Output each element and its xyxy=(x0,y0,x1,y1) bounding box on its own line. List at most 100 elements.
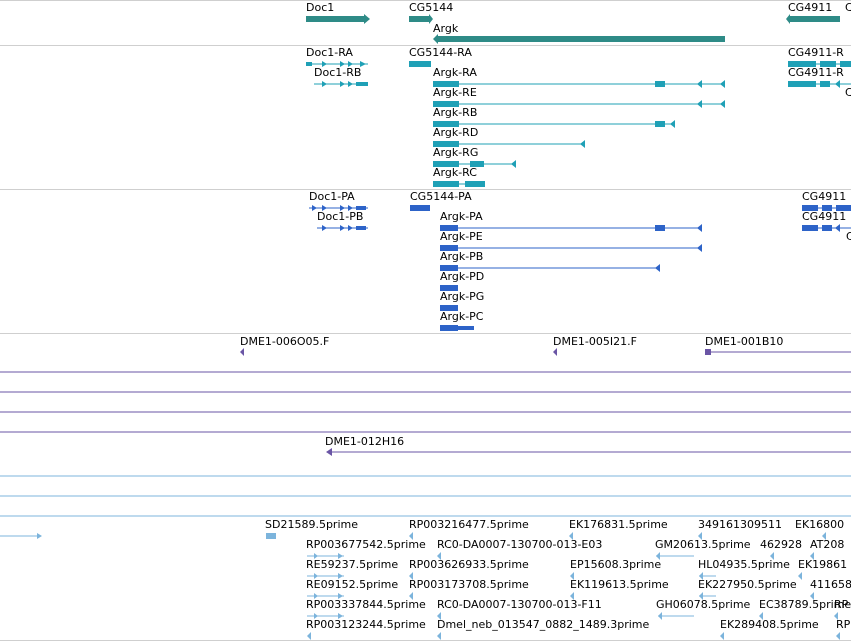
est-ek119613-glyph[interactable] xyxy=(570,592,574,600)
transcript-doc1-ra-glyph[interactable] xyxy=(306,61,368,67)
est-rp-glyph[interactable] xyxy=(834,612,838,620)
protein-label[interactable]: Argk-PE xyxy=(440,230,483,243)
protein-argk-pc-glyph[interactable] xyxy=(440,325,474,331)
est-rp003123244-glyph[interactable] xyxy=(307,632,311,640)
transcript-argk-rg-glyph[interactable] xyxy=(433,160,516,168)
protein-label[interactable]: Doc1-PA xyxy=(309,190,355,203)
protein-argk-pa-glyph[interactable] xyxy=(440,224,702,232)
est-label[interactable]: AT208 xyxy=(810,538,845,551)
est-re59237-glyph[interactable] xyxy=(307,573,344,579)
est-label[interactable]: RP xyxy=(836,618,851,631)
est-ek19861-glyph[interactable] xyxy=(798,572,802,580)
est-label[interactable]: RP xyxy=(834,598,849,611)
est-label[interactable]: RP003173708.5prime xyxy=(409,578,529,591)
protein-argk-pe-glyph[interactable] xyxy=(440,244,702,252)
transcript-label[interactable]: Argk-RA xyxy=(433,66,477,79)
protein-label[interactable]: CG4911 xyxy=(802,210,847,223)
protein-label[interactable]: Argk-PB xyxy=(440,250,484,263)
transcript-label[interactable]: CG4911-R xyxy=(788,66,844,79)
gene-cg4911-glyph[interactable] xyxy=(786,14,840,24)
est-rp003173708-glyph[interactable] xyxy=(409,592,413,600)
transcript-cg5144-ra-glyph[interactable] xyxy=(409,61,431,67)
protein-cg5144-pa-glyph[interactable] xyxy=(410,205,430,211)
protein-label[interactable]: Argk-PC xyxy=(440,310,484,323)
est-label[interactable]: 349161309511 xyxy=(698,518,782,531)
protein-label[interactable]: Argk-PD xyxy=(440,270,485,283)
est-rp-end-glyph[interactable] xyxy=(836,632,840,640)
est-label[interactable]: HL04935.5prime xyxy=(698,558,790,571)
est-label[interactable]: EK176831.5prime xyxy=(569,518,668,531)
transcript-label[interactable]: CG4911-R xyxy=(788,46,844,59)
est-rp003216477-glyph[interactable] xyxy=(409,532,413,540)
est-label[interactable]: RP003337844.5prime xyxy=(306,598,426,611)
est-label[interactable]: EK16800 xyxy=(795,518,845,531)
gene-cg5144-glyph[interactable] xyxy=(409,14,433,24)
est-label[interactable]: Dmel_neb_013547_0882_1489.3prime xyxy=(437,618,650,631)
clone-label[interactable]: DME1-005I21.F xyxy=(553,335,637,348)
clone-dme1-012h16-glyph[interactable] xyxy=(326,448,851,456)
est-label[interactable]: RP003677542.5prime xyxy=(306,538,426,551)
est-label[interactable]: RE59237.5prime xyxy=(306,558,399,571)
protein-label[interactable]: Doc1-PB xyxy=(317,210,364,223)
est-gh06078-glyph[interactable] xyxy=(658,612,694,620)
gene-label[interactable]: C xyxy=(845,1,851,14)
est-rp003337844-glyph[interactable] xyxy=(307,613,344,619)
est-gm20613-glyph[interactable] xyxy=(656,552,694,560)
transcript-label[interactable]: Doc1-RB xyxy=(314,66,362,79)
protein-argk-pd-glyph[interactable] xyxy=(440,285,458,291)
est-ek176831-glyph[interactable] xyxy=(569,532,573,540)
transcript-doc1-rb-glyph[interactable] xyxy=(314,81,368,87)
gene-doc1-glyph[interactable] xyxy=(306,14,370,24)
est-rp003626933-glyph[interactable] xyxy=(409,572,413,580)
protein-cg4911-pa-glyph[interactable] xyxy=(802,205,851,211)
est-rp003677542-glyph[interactable] xyxy=(307,553,344,559)
transcript-label[interactable]: Doc1-RA xyxy=(306,46,353,59)
est-462928-glyph[interactable] xyxy=(770,552,774,560)
transcript-cg4911-ra-glyph[interactable] xyxy=(788,61,851,67)
est-ep15608-glyph[interactable] xyxy=(570,572,574,580)
est-label[interactable]: RP003123244.5prime xyxy=(306,618,426,631)
est-label[interactable]: GM20613.5prime xyxy=(655,538,751,551)
protein-doc1-pb-glyph[interactable] xyxy=(317,225,368,231)
transcript-argk-rd-glyph[interactable] xyxy=(433,140,585,148)
protein-label[interactable]: CG5144-PA xyxy=(410,190,472,203)
gene-label[interactable]: CG5144 xyxy=(409,1,454,14)
protein-argk-pg-glyph[interactable] xyxy=(440,305,458,311)
est-ec38789-glyph[interactable] xyxy=(759,612,763,620)
est-label[interactable]: GH06078.5prime xyxy=(656,598,751,611)
protein-doc1-pa-glyph[interactable] xyxy=(309,205,368,211)
transcript-argk-rc-glyph[interactable] xyxy=(433,181,485,187)
est-411658-glyph[interactable] xyxy=(810,592,814,600)
clone-dme1-005i21-glyph[interactable] xyxy=(553,348,557,356)
gene-argk-glyph[interactable] xyxy=(433,34,725,44)
est-label[interactable]: 411658 xyxy=(810,578,851,591)
gene-label[interactable]: Doc1 xyxy=(306,1,335,14)
transcript-label[interactable]: CG5144-RA xyxy=(409,46,472,59)
transcript-label[interactable]: Argk-RC xyxy=(433,166,477,179)
est-sd21589-glyph[interactable] xyxy=(266,533,276,539)
est-label[interactable]: RP003626933.5prime xyxy=(409,558,529,571)
transcript-label[interactable]: Argk-RG xyxy=(433,146,479,159)
est-label[interactable]: 462928 xyxy=(760,538,802,551)
est-at208-glyph[interactable] xyxy=(810,552,814,560)
est-label[interactable]: SD21589.5prime xyxy=(265,518,358,531)
est-left-glyph[interactable] xyxy=(0,533,42,539)
est-label[interactable]: RE09152.5prime xyxy=(306,578,399,591)
transcript-label[interactable]: Argk-RD xyxy=(433,126,479,139)
est-ek227950-glyph[interactable] xyxy=(699,592,716,600)
est-rc0-f11-glyph[interactable] xyxy=(437,612,441,620)
est-label[interactable]: EP15608.3prime xyxy=(570,558,662,571)
transcript-argk-ra-glyph[interactable] xyxy=(433,80,725,88)
est-ek289408-glyph[interactable] xyxy=(720,632,724,640)
est-label[interactable]: EK119613.5prime xyxy=(570,578,669,591)
transcript-cg4911-rb-glyph[interactable] xyxy=(788,80,851,88)
clone-dme1-001b10-glyph[interactable] xyxy=(705,349,851,355)
transcript-label[interactable]: C xyxy=(845,86,851,99)
protein-label[interactable]: Argk-PG xyxy=(440,290,485,303)
est-label[interactable]: RC0-DA0007-130700-013-E03 xyxy=(437,538,603,551)
protein-argk-pb-glyph[interactable] xyxy=(440,264,660,272)
protein-cg4911-pb-glyph[interactable] xyxy=(802,224,851,232)
est-349161309511-glyph[interactable] xyxy=(698,532,702,540)
protein-label[interactable]: Argk-PA xyxy=(440,210,483,223)
transcript-label[interactable]: Argk-RE xyxy=(433,86,477,99)
